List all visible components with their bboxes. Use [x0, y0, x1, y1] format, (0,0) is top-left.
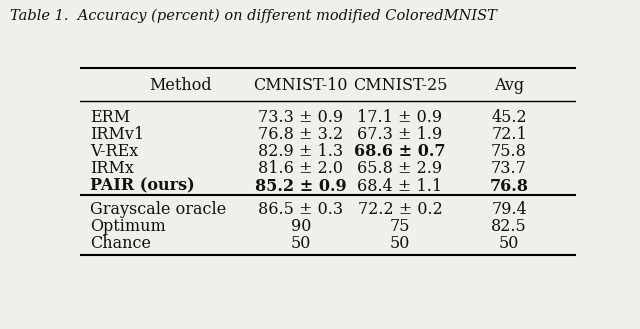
Text: 76.8: 76.8: [490, 178, 529, 195]
Text: 79.4: 79.4: [491, 201, 527, 218]
Text: 72.1: 72.1: [491, 126, 527, 143]
Text: IRMv1: IRMv1: [90, 126, 144, 143]
Text: CMNIST-10: CMNIST-10: [253, 77, 348, 93]
Text: PAIR (ours): PAIR (ours): [90, 178, 195, 195]
Text: 50: 50: [291, 235, 311, 252]
Text: V-REx: V-REx: [90, 143, 138, 160]
Text: ERM: ERM: [90, 109, 130, 126]
Text: 65.8 ± 2.9: 65.8 ± 2.9: [357, 161, 442, 177]
Text: 68.6 ± 0.7: 68.6 ± 0.7: [354, 143, 445, 160]
Text: 75.8: 75.8: [491, 143, 527, 160]
Text: 50: 50: [390, 235, 410, 252]
Text: 17.1 ± 0.9: 17.1 ± 0.9: [357, 109, 442, 126]
Text: 75: 75: [390, 218, 410, 235]
Text: 45.2: 45.2: [492, 109, 527, 126]
Text: Method: Method: [150, 77, 212, 93]
Text: 85.2 ± 0.9: 85.2 ± 0.9: [255, 178, 346, 195]
Text: 82.5: 82.5: [491, 218, 527, 235]
Text: Optimum: Optimum: [90, 218, 166, 235]
Text: 73.3 ± 0.9: 73.3 ± 0.9: [258, 109, 343, 126]
Text: 86.5 ± 0.3: 86.5 ± 0.3: [258, 201, 343, 218]
Text: IRMx: IRMx: [90, 161, 134, 177]
Text: 72.2 ± 0.2: 72.2 ± 0.2: [358, 201, 442, 218]
Text: Chance: Chance: [90, 235, 151, 252]
Text: 73.7: 73.7: [491, 161, 527, 177]
Text: 76.8 ± 3.2: 76.8 ± 3.2: [258, 126, 343, 143]
Text: 82.9 ± 1.3: 82.9 ± 1.3: [258, 143, 343, 160]
Text: Avg: Avg: [494, 77, 524, 93]
Text: Table 1.  Accuracy (percent) on different modified ColoredMNIST: Table 1. Accuracy (percent) on different…: [10, 8, 497, 23]
Text: 90: 90: [291, 218, 311, 235]
Text: 50: 50: [499, 235, 519, 252]
Text: 68.4 ± 1.1: 68.4 ± 1.1: [357, 178, 442, 195]
Text: Grayscale oracle: Grayscale oracle: [90, 201, 226, 218]
Text: CMNIST-25: CMNIST-25: [353, 77, 447, 93]
Text: 67.3 ± 1.9: 67.3 ± 1.9: [357, 126, 442, 143]
Text: 81.6 ± 2.0: 81.6 ± 2.0: [258, 161, 343, 177]
